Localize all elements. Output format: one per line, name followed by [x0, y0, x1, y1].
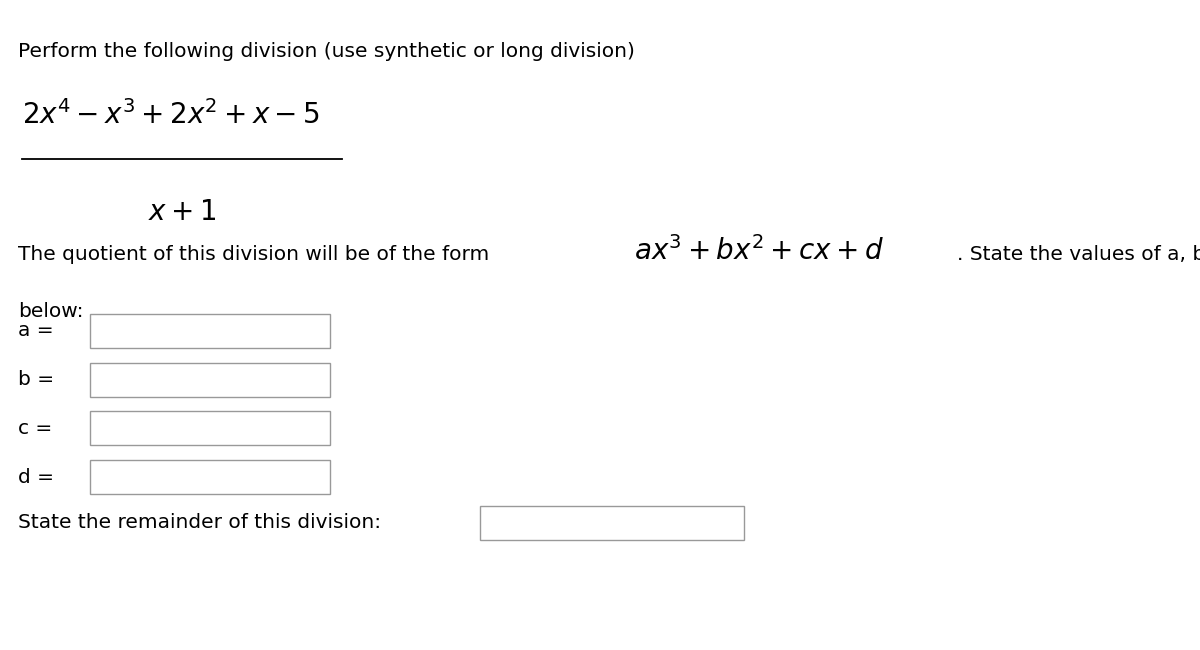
Text: a =: a = [18, 321, 54, 341]
Text: c =: c = [18, 419, 53, 438]
Text: below:: below: [18, 302, 84, 321]
Text: State the remainder of this division:: State the remainder of this division: [18, 513, 382, 532]
FancyBboxPatch shape [90, 363, 330, 396]
Text: Perform the following division (use synthetic or long division): Perform the following division (use synt… [18, 42, 635, 61]
FancyBboxPatch shape [90, 314, 330, 348]
FancyBboxPatch shape [480, 506, 744, 540]
FancyBboxPatch shape [90, 460, 330, 494]
Text: The quotient of this division will be of the form: The quotient of this division will be of… [18, 245, 496, 264]
Text: d =: d = [18, 467, 54, 487]
Text: $ax^3 + bx^2 + cx + d$: $ax^3 + bx^2 + cx + d$ [635, 236, 884, 266]
Text: b =: b = [18, 370, 54, 389]
Text: . State the values of a, b, c, and d: . State the values of a, b, c, and d [956, 245, 1200, 264]
FancyBboxPatch shape [90, 411, 330, 445]
Text: $2x^4 - x^3 + 2x^2 + x - 5$: $2x^4 - x^3 + 2x^2 + x - 5$ [22, 100, 319, 130]
Text: $x + 1$: $x + 1$ [148, 198, 216, 226]
